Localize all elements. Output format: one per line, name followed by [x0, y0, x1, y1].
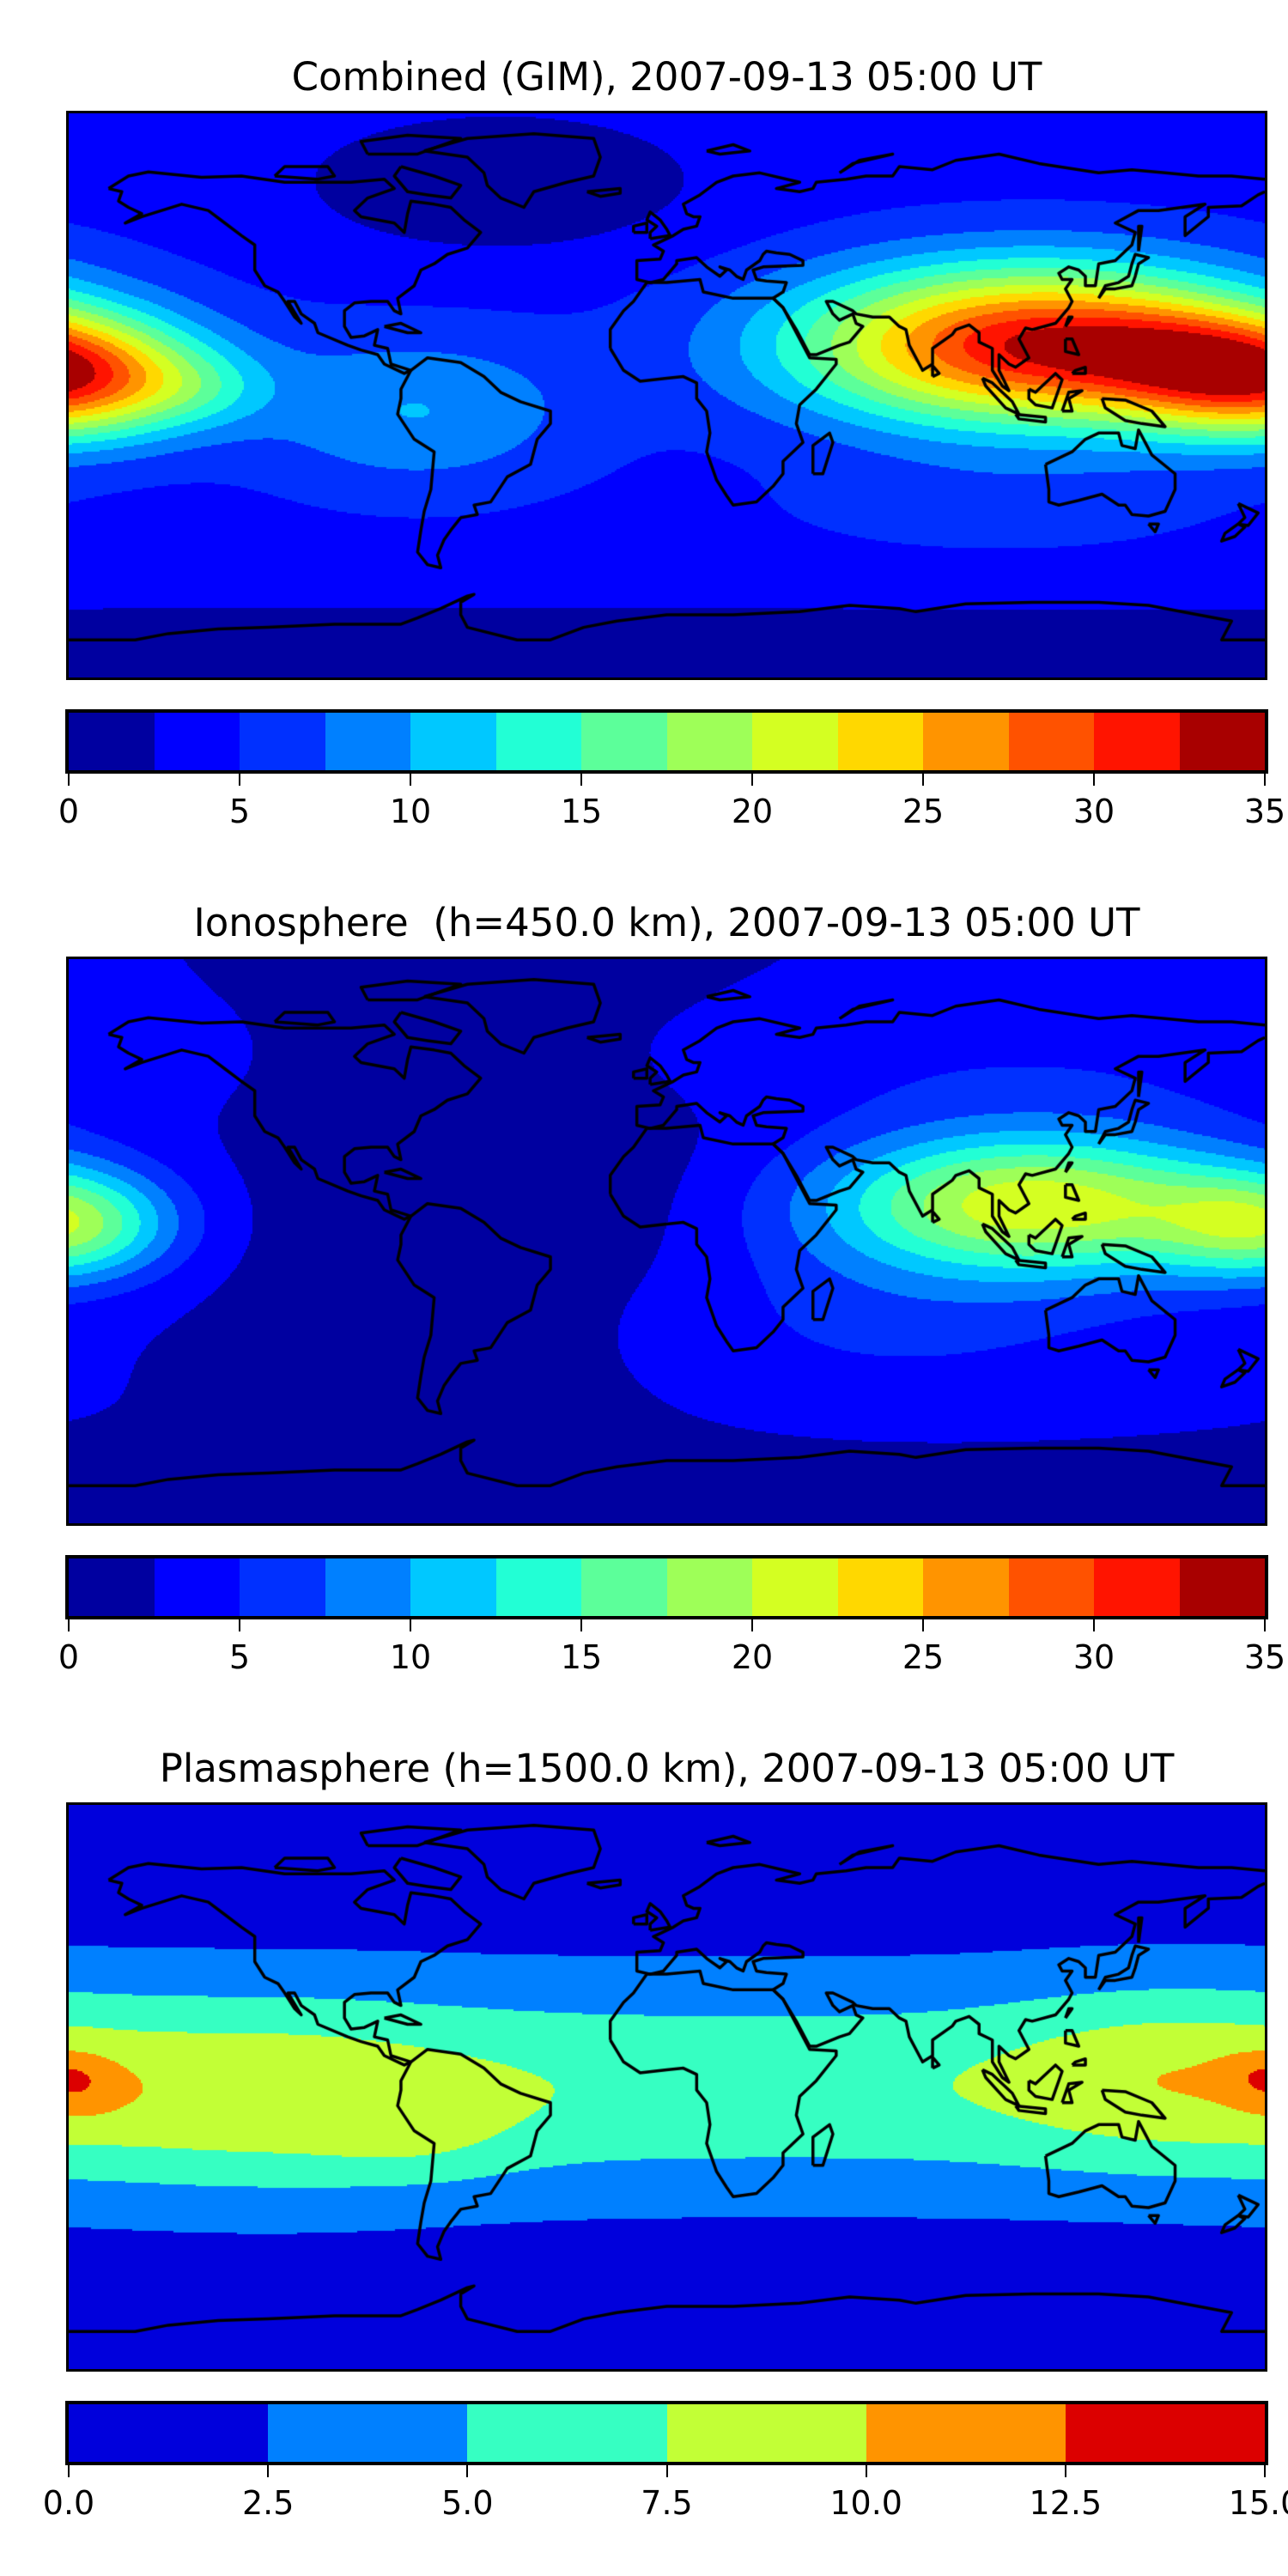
colorbar-segment	[837, 1558, 923, 1616]
ionosphere-map-canvas	[69, 959, 1265, 1523]
ionosphere-title: Ionosphere (h=450.0 km), 2007-09-13 05:0…	[193, 900, 1140, 945]
ionosphere-map	[66, 957, 1267, 1526]
colorbar-segment	[325, 713, 410, 770]
colorbar-tick-label: 20	[731, 1638, 774, 1676]
colorbar-tick	[1264, 774, 1266, 786]
colorbar-tick	[1264, 1619, 1266, 1631]
colorbar-tick	[239, 774, 240, 786]
colorbar-segment	[1065, 2404, 1266, 2462]
colorbar-segment	[69, 2404, 269, 2462]
colorbar-segment	[866, 2404, 1066, 2462]
colorbar-tick	[751, 774, 753, 786]
colorbar-tick	[922, 774, 924, 786]
colorbar-segment	[1008, 713, 1094, 770]
colorbar-tick-label: 30	[1072, 1638, 1115, 1676]
colorbar-tick	[239, 1619, 240, 1631]
colorbar-segment	[1008, 1558, 1094, 1616]
combined-map-canvas	[69, 113, 1265, 677]
colorbar-tick	[68, 2465, 70, 2477]
colorbar-segment	[666, 1558, 752, 1616]
colorbar-tick-label: 0.0	[42, 2484, 95, 2522]
colorbar-tick	[1064, 2465, 1066, 2477]
colorbar-tick-label: 10.0	[829, 2484, 902, 2522]
colorbar-segment	[467, 2404, 667, 2462]
colorbar-segment	[154, 713, 240, 770]
colorbar-segment	[495, 713, 581, 770]
colorbar-tick-label: 25	[902, 793, 945, 830]
colorbar-tick	[922, 1619, 924, 1631]
combined-colorbar	[65, 709, 1268, 774]
colorbar-segment	[837, 713, 923, 770]
colorbar-segment	[240, 1558, 325, 1616]
colorbar-tick	[1264, 2465, 1266, 2477]
colorbar-segment	[666, 713, 752, 770]
colorbar-tick	[410, 774, 411, 786]
plasmasphere-map-canvas	[69, 1805, 1265, 2369]
colorbar-tick	[68, 774, 70, 786]
colorbar-tick-label: 7.5	[641, 2484, 693, 2522]
combined-colorbar-ticks: 0 5 10 15 20 25 30 35	[58, 774, 1285, 842]
colorbar-tick-label: 10	[389, 793, 432, 830]
combined-map	[66, 111, 1267, 680]
colorbar-tick-label: 2.5	[241, 2484, 295, 2522]
colorbar-tick	[466, 2465, 469, 2477]
colorbar-segment	[752, 713, 838, 770]
combined-title: Combined (GIM), 2007-09-13 05:00 UT	[291, 54, 1042, 100]
colorbar-tick	[68, 1619, 70, 1631]
colorbar-segment	[410, 1558, 496, 1616]
colorbar-tick-label: 30	[1072, 793, 1115, 830]
colorbar-tick-label: 15	[560, 1638, 603, 1676]
colorbar-tick-label: 5	[228, 793, 251, 830]
colorbar-tick-label: 0	[58, 793, 80, 830]
colorbar-tick	[410, 1619, 411, 1631]
colorbar-segment	[410, 713, 496, 770]
colorbar-segment	[1094, 1558, 1180, 1616]
colorbar-segment	[69, 1558, 155, 1616]
colorbar-tick-label: 25	[902, 1638, 945, 1676]
colorbar-tick-label: 5.0	[441, 2484, 494, 2522]
plasmasphere-colorbar	[65, 2401, 1268, 2465]
colorbar-segment	[268, 2404, 468, 2462]
ionosphere-colorbar-ticks: 0 5 10 15 20 25 30 35	[58, 1619, 1285, 1688]
colorbar-segment	[923, 713, 1009, 770]
colorbar-tick	[1093, 1619, 1095, 1631]
colorbar-tick	[580, 774, 582, 786]
colorbar-tick-label: 15	[560, 793, 603, 830]
plasmasphere-map	[66, 1802, 1267, 2372]
plasmasphere-title: Plasmasphere (h=1500.0 km), 2007-09-13 0…	[159, 1746, 1175, 1791]
colorbar-segment	[752, 1558, 838, 1616]
colorbar-tick	[751, 1619, 753, 1631]
colorbar-tick-label: 5	[228, 1638, 251, 1676]
colorbar-tick	[865, 2465, 867, 2477]
colorbar-segment	[1179, 1558, 1265, 1616]
colorbar-tick	[1093, 774, 1095, 786]
colorbar-segment	[240, 713, 325, 770]
colorbar-segment	[1179, 713, 1265, 770]
colorbar-segment	[495, 1558, 581, 1616]
colorbar-segment	[581, 713, 667, 770]
colorbar-tick-label: 15.0	[1228, 2484, 1288, 2522]
colorbar-segment	[666, 2404, 866, 2462]
colorbar-tick-label: 35	[1243, 793, 1286, 830]
colorbar-tick-label: 0	[58, 1638, 80, 1676]
colorbar-segment	[154, 1558, 240, 1616]
colorbar-tick	[267, 2465, 270, 2477]
colorbar-segment	[325, 1558, 410, 1616]
colorbar-segment	[1094, 713, 1180, 770]
colorbar-tick	[580, 1619, 582, 1631]
colorbar-segment	[581, 1558, 667, 1616]
colorbar-tick-label: 10	[389, 1638, 432, 1676]
colorbar-tick-label: 35	[1243, 1638, 1286, 1676]
colorbar-tick-label: 12.5	[1029, 2484, 1103, 2522]
plasmasphere-colorbar-ticks: 0.0 2.5 5.0 7.5 10.0 12.5 15.0	[43, 2465, 1288, 2534]
colorbar-tick-label: 20	[731, 793, 774, 830]
colorbar-tick	[665, 2465, 668, 2477]
ionosphere-colorbar	[65, 1555, 1268, 1619]
colorbar-segment	[69, 713, 155, 770]
colorbar-segment	[923, 1558, 1009, 1616]
